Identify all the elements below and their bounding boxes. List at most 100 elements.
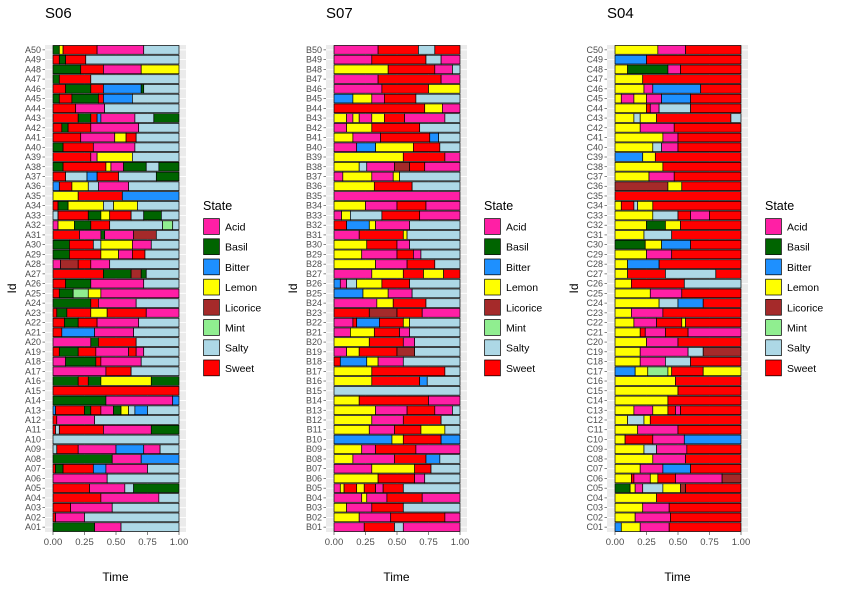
bar-segment-lemon [614, 298, 660, 308]
y-tick-label: A50 [25, 45, 41, 55]
bar-segment-bitter [662, 463, 691, 474]
bar-segment-sweet [358, 395, 429, 406]
y-tick-label: A04 [25, 493, 41, 503]
bar-segment-acid [80, 132, 116, 143]
bar-segment-acid [667, 64, 681, 75]
bar-segment-basil [614, 239, 646, 250]
bar-segment-acid [377, 356, 404, 367]
bar-row-b30 [333, 239, 461, 250]
bar-segment-lemon [614, 64, 628, 75]
bar-row-a05 [52, 483, 180, 493]
bar-segment-lemon [614, 132, 664, 143]
bar-segment-acid [358, 113, 373, 123]
bar-segment-salty [406, 230, 461, 240]
bar-segment-sweet [690, 239, 742, 250]
bar-segment-sweet [646, 54, 742, 65]
bar-segment-bitter [333, 278, 341, 289]
legend-title: State [484, 199, 513, 213]
bar-row-a13 [52, 405, 180, 415]
bar-segment-lemon [114, 132, 127, 143]
bar-segment-acid [100, 113, 136, 123]
bar-segment-salty [730, 113, 742, 123]
y-tick-label: A46 [25, 84, 41, 94]
bar-row-b07 [333, 463, 461, 474]
bar-segment-salty [147, 405, 180, 415]
y-tick-label: A22 [25, 318, 41, 328]
bar-segment-acid [333, 463, 373, 474]
bar-segment-lemon [614, 463, 641, 474]
bar-segment-lemon [614, 230, 645, 240]
bar-segment-sweet [371, 366, 446, 377]
bar-segment-salty [118, 171, 157, 182]
bar-row-c19 [614, 347, 742, 357]
bar-segment-lemon [614, 45, 659, 55]
bar-segment-basil [100, 230, 106, 240]
bar-segment-sweet [366, 239, 398, 250]
bar-row-a50 [52, 45, 180, 55]
bar-segment-lemon [333, 502, 347, 513]
bar-segment-salty [658, 103, 691, 114]
bar-segment-sweet [373, 327, 400, 338]
bar-row-a15 [52, 386, 180, 396]
bar-row-b18 [333, 356, 461, 367]
bar-segment-sweet [677, 132, 742, 143]
legend-s06: State Acid Basil Bitter Lemon Licorice Mint Sal… [203, 199, 261, 377]
bar-segment-basil [155, 171, 180, 182]
bar-segment-sweet [680, 405, 742, 415]
bar-segment-acid [333, 123, 347, 133]
y-tick-label: C18 [586, 357, 603, 367]
bar-row-b36 [333, 181, 461, 191]
bar-segment-lemon [333, 249, 363, 260]
bar-segment-acid [52, 220, 59, 230]
bar-segment-lemon [346, 347, 360, 357]
bar-segment-acid [631, 308, 664, 318]
bar-row-c06 [614, 473, 742, 484]
y-tick-label: C37 [586, 171, 603, 181]
bar-segment-lemon [614, 424, 639, 435]
bar-segment-sweet [406, 405, 436, 415]
x-tick-label: 0.50 [107, 537, 126, 548]
y-tick-label: A20 [25, 337, 41, 347]
bar-segment-lemon [333, 337, 370, 347]
bar-segment-sweet [654, 152, 742, 162]
legend-label-sweet: Sweet [787, 363, 816, 375]
bar-segment-lemon [339, 483, 345, 493]
bar-row-b42 [333, 123, 461, 133]
bar-segment-basil [84, 405, 92, 415]
bar-row-b33 [333, 210, 461, 221]
y-tick-label: A31 [25, 230, 41, 240]
bar-segment-lemon [333, 64, 389, 75]
legend-label-lemon: Lemon [787, 282, 819, 294]
bar-segment-acid [656, 444, 688, 454]
bar-segment-basil [90, 337, 99, 347]
x-axis-label: Time [664, 570, 691, 584]
bar-segment-salty [402, 483, 461, 493]
bar-segment-sweet [709, 210, 742, 221]
bar-row-c23 [614, 308, 742, 318]
bar-segment-acid [639, 123, 675, 133]
bar-segment-basil [646, 220, 666, 230]
bar-row-a21 [52, 327, 180, 338]
y-tick-label: C23 [586, 308, 603, 318]
bar-segment-lemon [614, 415, 628, 425]
bar-segment-acid [633, 405, 654, 415]
y-tick-label: B18 [306, 357, 322, 367]
bar-segment-sweet [680, 64, 742, 75]
bar-segment-lemon [333, 181, 375, 191]
bar-segment-salty [143, 84, 180, 94]
bar-segment-lemon [366, 356, 379, 367]
bar-segment-sweet [377, 45, 419, 55]
bar-segment-sweet [662, 308, 742, 318]
legend-swatch-mint [203, 319, 220, 336]
bar-segment-lemon [702, 366, 742, 377]
bar-segment-salty [84, 512, 180, 523]
bar-segment-acid [444, 152, 461, 162]
bar-segment-acid [100, 288, 180, 299]
bar-row-b10 [333, 434, 461, 445]
y-tick-label: B29 [306, 249, 322, 259]
bar-segment-acid [361, 444, 376, 454]
y-tick-label: A30 [25, 240, 41, 250]
bar-segment-sweet [66, 308, 92, 318]
legend-label-sweet: Sweet [506, 363, 535, 375]
bar-row-b29 [333, 249, 461, 260]
